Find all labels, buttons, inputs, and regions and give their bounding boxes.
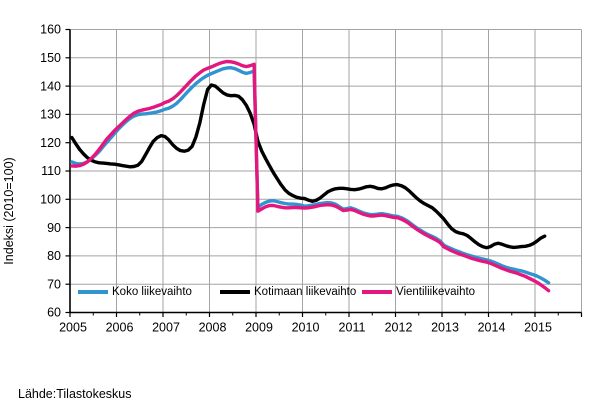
series-line-vientiliikevaihto <box>70 59 551 293</box>
legend-item-kotimaan-liikevaihto: Kotimaan liikevaihto <box>220 285 356 299</box>
y-tick-label: 120 <box>40 136 61 150</box>
x-tick-label: 2011 <box>339 321 366 335</box>
legend-label: Koko liikevaihto <box>112 286 192 298</box>
y-tick-label: 130 <box>40 108 61 122</box>
y-tick-label: 150 <box>40 51 61 65</box>
legend-swatch-vienti <box>362 290 392 294</box>
legend-item-koko-liikevaihto: Koko liikevaihto <box>78 285 192 299</box>
y-tick-label: 90 <box>47 221 61 235</box>
legend-swatch-kotimaan <box>220 290 250 294</box>
legend-label: Vientiliikevaihto <box>396 286 476 298</box>
y-tick-label: 70 <box>47 277 61 291</box>
legend-item-vientiliikevaihto: Vientiliikevaihto <box>362 285 475 299</box>
x-tick-label: 2012 <box>385 321 413 335</box>
y-tick-label: 80 <box>47 249 61 263</box>
source-note: Lähde:Tilastokeskus <box>18 387 132 401</box>
y-tick-label: 110 <box>41 164 61 178</box>
x-tick-label: 2008 <box>199 321 227 335</box>
x-tick-label: 2009 <box>245 321 273 335</box>
legend: Koko liikevaihto Kotimaan liikevaihto Vi… <box>0 285 605 301</box>
y-tick-label: 160 <box>40 23 61 37</box>
x-tick-label: 2010 <box>292 321 320 335</box>
x-tick-label: 2015 <box>524 321 552 335</box>
series-line-kotimaan-liikevaihto <box>70 83 547 250</box>
legend-swatch-koko <box>78 290 108 294</box>
legend-label: Kotimaan liikevaihto <box>254 286 357 298</box>
x-tick-label: 2006 <box>106 321 134 335</box>
y-axis-title: Indeksi (2010=100) <box>2 157 16 265</box>
x-tick-label: 2013 <box>431 321 459 335</box>
y-tick-label: 100 <box>40 193 61 207</box>
x-tick-label: 2014 <box>478 321 506 335</box>
y-tick-label: 60 <box>47 306 61 320</box>
x-tick-label: 2005 <box>59 321 87 335</box>
series-line-koko-liikevaihto <box>70 65 551 285</box>
x-tick-label: 2007 <box>152 321 180 335</box>
y-tick-label: 140 <box>40 79 61 93</box>
